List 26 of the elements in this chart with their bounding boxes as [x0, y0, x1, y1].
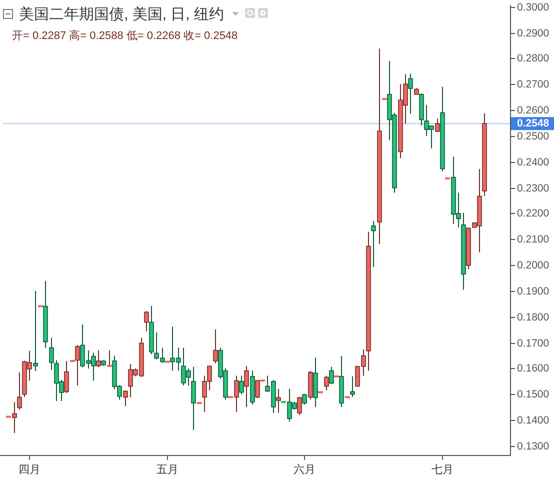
ytick-label: 0.3000	[517, 2, 550, 14]
xtick-label: 六月	[294, 464, 316, 476]
ref-line-label: 0.2548	[517, 118, 550, 130]
ytick-label: 0.2300	[517, 182, 550, 194]
subtitle: 开= 0.2287 高= 0.2588 低= 0.2268 收= 0.2548	[12, 30, 238, 42]
ytick-label: 0.1500	[517, 388, 550, 400]
ytick-label: 0.1300	[517, 440, 550, 452]
ytick-label: 0.1800	[517, 312, 550, 324]
ytick-label: 0.2800	[517, 52, 550, 64]
ytick-label: 0.2100	[517, 234, 550, 246]
ytick-label: 0.1700	[517, 338, 550, 350]
ref-line-label: 0.2548	[511, 117, 554, 130]
ytick-label: 0.2600	[517, 104, 550, 116]
xtick-label: 七月	[432, 464, 454, 476]
ytick-label: 0.2000	[517, 260, 550, 272]
ytick-label: 0.2200	[517, 208, 550, 220]
xtick-label: 四月	[18, 464, 40, 476]
title: 美国二年期国债, 美国, 日, 纽约	[19, 6, 224, 23]
xtick-label: 五月	[156, 464, 178, 476]
ytick-label: 0.2500	[517, 130, 550, 142]
ytick-label: 0.2700	[517, 78, 550, 90]
ytick-label: 0.2900	[517, 28, 550, 40]
ytick-label: 0.1900	[517, 286, 550, 298]
ytick-label: 0.2400	[517, 156, 550, 168]
ytick-label: 0.1400	[517, 414, 550, 426]
ytick-label: 0.1600	[517, 362, 550, 374]
